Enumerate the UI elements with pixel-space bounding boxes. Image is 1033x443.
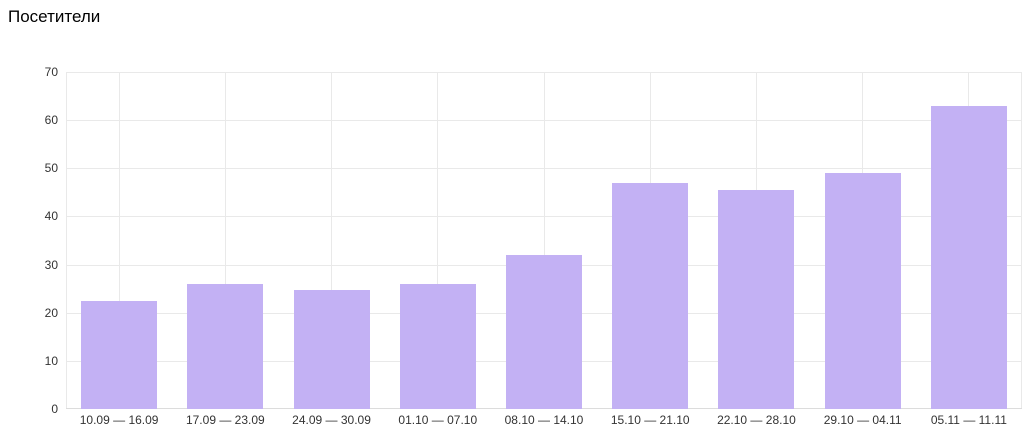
chart-title: Посетители bbox=[8, 7, 101, 26]
gridline-x-2 bbox=[331, 72, 333, 409]
bar-4[interactable] bbox=[506, 254, 582, 409]
y-tick-label-60: 60 bbox=[44, 113, 58, 128]
bar-1[interactable] bbox=[187, 283, 264, 409]
y-tick-label-70: 70 bbox=[44, 65, 58, 79]
x-tick-label-3: 01.10 — 07.10 bbox=[398, 413, 478, 427]
plot-area bbox=[66, 72, 1022, 409]
y-tick-label-40: 40 bbox=[44, 209, 58, 224]
bar-6[interactable] bbox=[718, 189, 795, 409]
y-tick-label-0: 0 bbox=[51, 402, 58, 416]
x-tick-label-6: 22.10 — 28.10 bbox=[717, 413, 796, 427]
x-tick-label-2: 24.09 — 30.09 bbox=[292, 413, 371, 427]
gridline-x-3 bbox=[437, 72, 439, 409]
bar-2[interactable] bbox=[293, 290, 370, 409]
y-tick-label-50: 50 bbox=[44, 161, 58, 176]
plot-left-border bbox=[66, 72, 67, 409]
x-axis: 10.09 — 16.09 17.09 — 23.09 24.09 — 30.09 0… bbox=[66, 413, 1022, 433]
x-tick-label-0: 10.09 — 16.09 bbox=[79, 413, 159, 427]
x-tick-label-5: 15.10 — 21.10 bbox=[610, 413, 690, 427]
x-tick-label-7: 29.10 — 04.11 bbox=[823, 413, 902, 427]
y-tick-label-20: 20 bbox=[44, 305, 58, 320]
y-tick-label-30: 30 bbox=[44, 257, 58, 272]
bar-7[interactable] bbox=[824, 173, 901, 409]
x-tick-label-4: 08.10 — 14.10 bbox=[504, 413, 584, 427]
bar-5[interactable] bbox=[612, 182, 689, 409]
bar-8[interactable] bbox=[930, 105, 1007, 409]
bar-0[interactable] bbox=[81, 300, 158, 409]
x-tick-label-1: 17.09 — 23.09 bbox=[185, 413, 265, 427]
bar-3[interactable] bbox=[399, 283, 476, 409]
gridline-x-1 bbox=[224, 72, 226, 409]
x-tick-label-8: 05.11 — 11.11 bbox=[930, 413, 1007, 427]
y-tick-label-10: 10 bbox=[44, 353, 58, 368]
gridline-x-0 bbox=[118, 72, 120, 409]
y-axis: 0 10 20 30 40 50 60 70 bbox=[0, 65, 58, 416]
plot-right-border bbox=[1021, 72, 1022, 409]
gridline-x-4 bbox=[543, 72, 545, 409]
